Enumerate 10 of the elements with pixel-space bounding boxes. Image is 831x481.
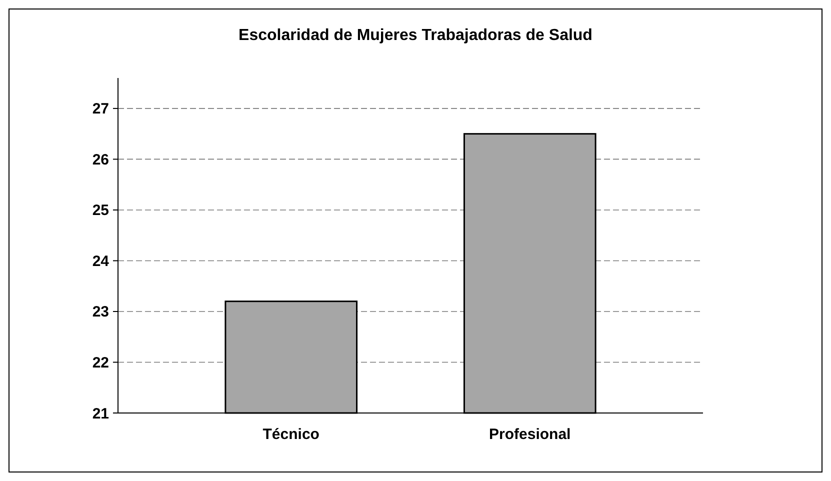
y-tick-label: 21	[92, 405, 109, 422]
x-tick-label: Profesional	[489, 426, 571, 443]
y-tick-label: 25	[92, 202, 109, 220]
chart-title: Escolaridad de Mujeres Trabajadoras de Salud	[238, 27, 592, 44]
y-tick-label: 23	[92, 304, 109, 321]
y-tick-label: 26	[92, 151, 109, 168]
y-tick-label: 27	[92, 100, 109, 118]
y-tick-label: 24	[92, 252, 110, 270]
y-tick-label: 22	[92, 354, 109, 372]
x-tick-label: Técnico	[262, 426, 320, 443]
